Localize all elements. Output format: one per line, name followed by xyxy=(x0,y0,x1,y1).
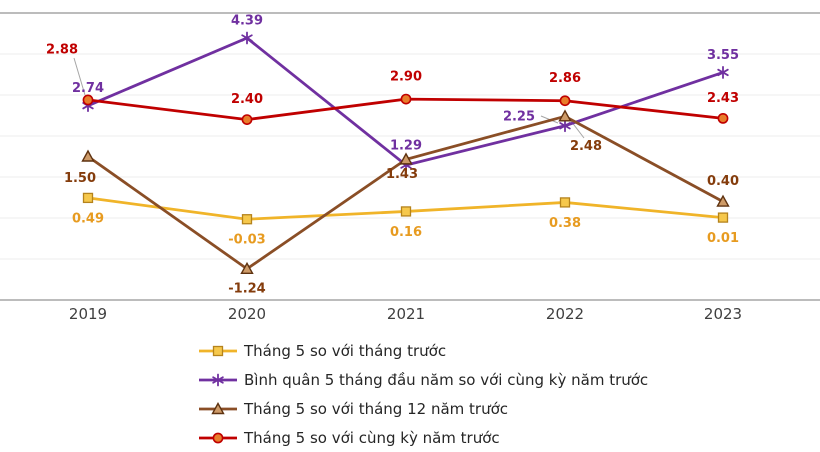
circle-marker-icon xyxy=(212,432,224,443)
legend-triangle-line-icon xyxy=(199,401,237,414)
data-label: 1.50 xyxy=(64,171,96,186)
legend-label: Tháng 5 so với cùng kỳ năm trước xyxy=(244,428,500,447)
legend-item: Bình quân 5 tháng đầu năm so với cùng kỳ… xyxy=(199,365,648,394)
triangle-marker-icon xyxy=(716,194,730,207)
triangle-marker-icon xyxy=(240,261,254,275)
data-label: 3.55 xyxy=(707,48,739,63)
legend-circle-line-icon xyxy=(199,432,237,443)
triangle-marker-icon xyxy=(558,109,572,122)
legend-item: Tháng 5 so với cùng kỳ năm trước xyxy=(199,423,500,452)
asterisk-marker-icon xyxy=(717,66,729,79)
square-marker-icon xyxy=(717,212,729,223)
circle-marker-icon xyxy=(82,94,94,106)
square-marker-icon xyxy=(400,206,412,217)
x-axis-tick-label: 2022 xyxy=(546,305,584,323)
data-label: 2.48 xyxy=(570,139,602,154)
circle-marker-icon xyxy=(717,112,729,124)
legend-label: Bình quân 5 tháng đầu năm so với cùng kỳ… xyxy=(244,370,649,389)
x-axis-tick-label: 2023 xyxy=(704,305,742,323)
data-label: 2.88 xyxy=(46,42,78,57)
square-marker-icon xyxy=(241,214,253,225)
data-label: 1.29 xyxy=(390,139,422,154)
legend-item: Tháng 5 so với tháng 12 năm trước xyxy=(199,394,508,423)
x-axis-tick-label: 2021 xyxy=(387,305,425,323)
data-label: 2.25 xyxy=(503,109,535,124)
data-label: 2.86 xyxy=(549,71,581,86)
x-axis-tick-label: 2020 xyxy=(228,305,266,323)
legend-label: Tháng 5 so với tháng trước xyxy=(244,341,447,360)
square-marker-icon xyxy=(82,192,94,204)
data-label: 2.90 xyxy=(390,70,422,85)
legend-item: Tháng 5 so với tháng trước xyxy=(199,336,446,365)
asterisk-marker-icon xyxy=(241,31,253,45)
triangle-marker-icon xyxy=(211,401,225,414)
data-label: -0.03 xyxy=(228,233,265,248)
square-marker-icon xyxy=(559,197,571,208)
data-label: 0.49 xyxy=(72,211,104,226)
data-label: 4.39 xyxy=(231,14,263,29)
data-label: 0.01 xyxy=(707,231,739,246)
legend-label: Tháng 5 so với tháng 12 năm trước xyxy=(244,399,509,418)
chart-svg: 2019 2020 2021 2022 2023 0.49 -0.03 0.16 0.38 0.0… xyxy=(0,12,820,323)
asterisk-marker-icon xyxy=(559,119,571,133)
legend-square-line-icon xyxy=(199,345,237,356)
triangle-marker-icon xyxy=(399,152,413,165)
data-label: 0.16 xyxy=(390,225,422,240)
data-label: 1.43 xyxy=(386,167,418,182)
data-label: 0.38 xyxy=(549,216,581,231)
data-label: 2.43 xyxy=(707,91,739,106)
circle-marker-icon xyxy=(559,95,571,107)
chart-legend: Tháng 5 so với tháng trước Bình quân 5 th… xyxy=(199,336,820,452)
circle-marker-icon xyxy=(241,114,253,125)
triangle-marker-icon xyxy=(81,149,95,162)
circle-marker-icon xyxy=(400,93,412,105)
label-leader-line xyxy=(73,57,86,96)
data-label: 2.74 xyxy=(72,81,104,96)
data-label: -1.24 xyxy=(228,281,265,296)
data-label: 0.40 xyxy=(707,174,739,189)
asterisk-marker-icon xyxy=(212,373,224,386)
square-marker-icon xyxy=(212,345,224,356)
legend-asterisk-line-icon xyxy=(199,373,237,386)
data-label: 2.40 xyxy=(231,92,263,107)
x-axis-tick-label: 2019 xyxy=(69,305,107,323)
